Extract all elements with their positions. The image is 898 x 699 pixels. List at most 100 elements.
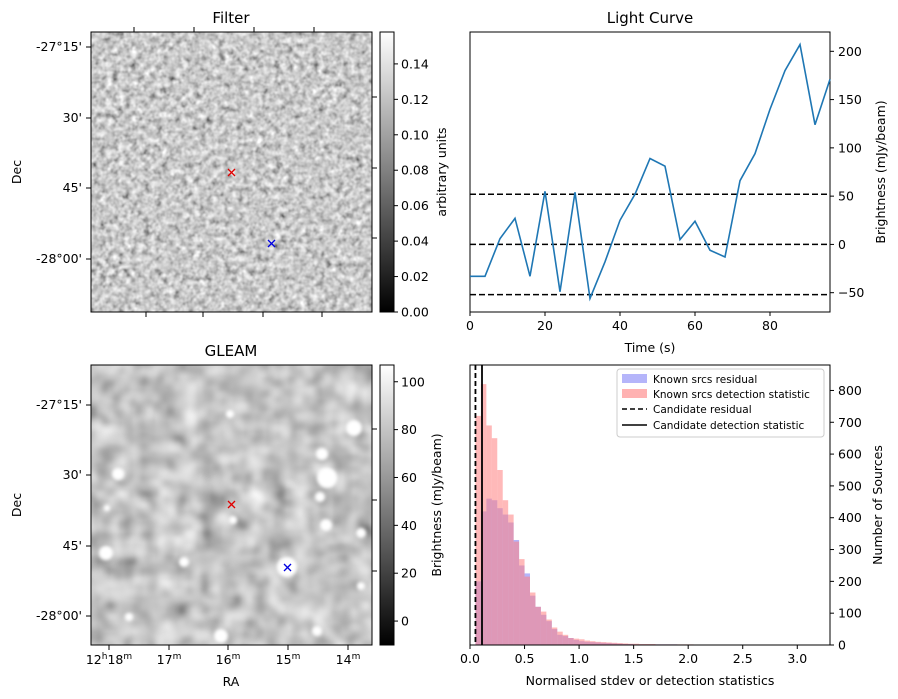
- colorbar-tick-label: 0.00: [401, 305, 429, 320]
- gleam-source: [99, 546, 113, 560]
- x-tick-label: 0: [466, 318, 474, 333]
- histogram-bar: [546, 619, 552, 645]
- gleam-source: [356, 528, 366, 538]
- filter-panel: Filter -27°15' 30' 45' -28°00' Dec 0.000…: [9, 9, 449, 320]
- light-curve-y-ticks: −50 0 50 100 150 200: [830, 44, 864, 300]
- y-tick-label: 0: [838, 638, 846, 653]
- x-tick-label: 1.0: [569, 651, 589, 666]
- colorbar-tick-label: 0.10: [401, 127, 429, 142]
- y-tick-label: 600: [838, 447, 862, 462]
- histogram-bar: [590, 641, 596, 645]
- x-tick-label: 3.0: [787, 651, 807, 666]
- colorbar-tick-label: 0.14: [401, 56, 429, 71]
- x-tick-label: 0.5: [515, 651, 535, 666]
- histogram-bar: [557, 631, 563, 645]
- histogram-bar: [633, 643, 640, 645]
- histogram-bar: [617, 643, 623, 645]
- colorbar-tick-label: 0.04: [401, 234, 429, 249]
- light-curve-series-line: [470, 42, 831, 302]
- filter-colorbar: [379, 31, 395, 313]
- x-tick-label: 0.0: [460, 651, 480, 666]
- gleam-source: [179, 557, 189, 567]
- filter-dec-ticks: [86, 46, 377, 260]
- histogram-bar: [519, 559, 525, 645]
- histogram-bar: [530, 592, 536, 645]
- y-tick-label: 700: [838, 415, 862, 430]
- histogram-bar: [568, 638, 574, 645]
- filter-ylabel: Dec: [9, 160, 24, 184]
- histogram-bar: [562, 634, 569, 645]
- histogram-bar: [524, 576, 530, 645]
- x-tick-label: 60: [687, 318, 703, 333]
- legend-label-candidate-detection: Candidate detection statistic: [653, 420, 805, 432]
- colorbar-tick-label: 0.08: [401, 163, 429, 178]
- gleam-source: [104, 505, 110, 511]
- gleam-source: [317, 468, 337, 488]
- gleam-red-marker: [227, 500, 236, 509]
- histogram-bar: [475, 415, 481, 645]
- histogram-bar: [606, 642, 612, 645]
- y-tick-label: −50: [838, 285, 864, 300]
- filter-image-frame: [90, 31, 373, 313]
- histogram-bar: [595, 641, 601, 645]
- filter-red-marker: [227, 168, 236, 177]
- filter-colorbar-label: arbitrary units: [434, 127, 449, 216]
- colorbar-tick-label: 80: [401, 422, 417, 437]
- light-curve-axes: [469, 31, 831, 313]
- gleam-ticks: [86, 404, 377, 650]
- x-tick-label: 2.0: [678, 651, 698, 666]
- histogram-bar: [611, 642, 618, 645]
- filter-dec-tick-1: 30': [63, 110, 82, 125]
- gleam-source: [214, 629, 228, 643]
- y-tick-label: 400: [838, 510, 862, 525]
- gleam-source: [125, 613, 133, 621]
- histogram-axes: [469, 364, 831, 646]
- histogram-panel: 0.0 0.5 1.0 1.5 2.0 2.5 3.0 0 100 200 300 400 500 60…: [460, 364, 885, 688]
- gleam-dec-tick-2: 45': [63, 538, 82, 553]
- gleam-ylabel: Dec: [9, 493, 24, 517]
- colorbar-tick-label: 100: [401, 374, 425, 389]
- colorbar-tick-label: 0.12: [401, 92, 429, 107]
- y-tick-label: 150: [838, 92, 862, 107]
- y-tick-label: 50: [838, 189, 854, 204]
- histogram-bar: [628, 643, 634, 645]
- gleam-source: [320, 519, 332, 531]
- colorbar-tick-label: 0.02: [401, 269, 429, 284]
- gleam-source: [226, 410, 234, 418]
- histogram-bar: [535, 606, 541, 645]
- x-tick-label: 80: [762, 318, 778, 333]
- legend-swatch-known-residual: [622, 374, 647, 383]
- histogram-x-ticks: 0.0 0.5 1.0 1.5 2.0 2.5 3.0: [460, 645, 807, 666]
- gleam-sources: [99, 410, 366, 643]
- histogram-ylabel: Number of Sources: [870, 445, 885, 565]
- filter-colorbar-ticks: 0.00 0.02 0.04 0.06 0.08 0.10 0.12 0.14: [394, 56, 429, 320]
- y-tick-label: 500: [838, 478, 862, 493]
- histogram-bar: [480, 384, 487, 645]
- legend-label-candidate-residual: Candidate residual: [653, 404, 752, 416]
- gleam-ra-tick-2: 16m: [216, 652, 241, 667]
- filter-blue-marker: [267, 239, 276, 248]
- y-tick-label: 100: [838, 140, 862, 155]
- histogram-bar: [486, 425, 492, 645]
- light-curve-threshold-lines: [470, 193, 830, 296]
- x-tick-label: 40: [612, 318, 628, 333]
- filter-dec-tick-3: -28°00': [36, 251, 82, 266]
- gleam-colorbar-ticks: 0 20 40 60 80 100: [394, 374, 425, 629]
- gleam-colorbar-label: Brightness (mJy/beam): [429, 433, 444, 576]
- filter-dec-tick-0: -27°15': [36, 39, 82, 54]
- x-tick-label: 2.5: [733, 651, 753, 666]
- colorbar-tick-label: 20: [401, 566, 417, 581]
- gleam-blue-marker: [283, 563, 292, 572]
- gleam-ra-tick-1: 17m: [157, 652, 182, 667]
- gleam-source: [357, 582, 365, 590]
- light-curve-ylabel: Brightness (mJy/beam): [873, 100, 888, 243]
- histogram-xlabel: Normalised stdev or detection statistics: [526, 673, 775, 688]
- gleam-dec-tick-0: -27°15': [36, 397, 82, 412]
- histogram-bar: [540, 611, 547, 645]
- gleam-colorbar: [379, 364, 395, 646]
- gleam-source: [346, 420, 362, 436]
- x-tick-label: 20: [537, 318, 553, 333]
- filter-dec-tick-2: 45': [63, 180, 82, 195]
- y-tick-label: 0: [838, 237, 846, 252]
